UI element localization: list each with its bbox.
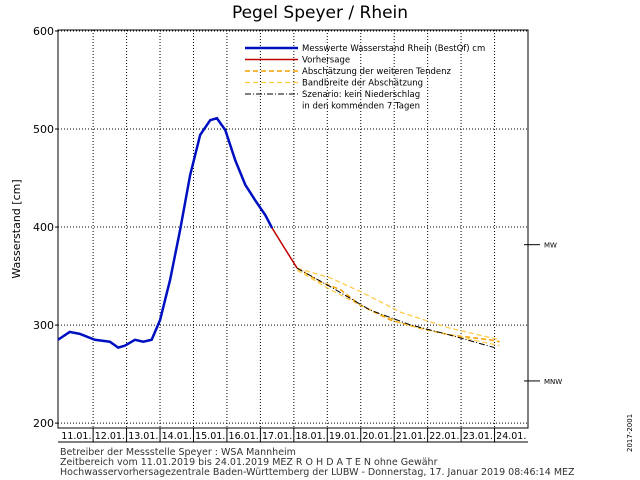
footer-line: Betreiber der Messstelle Speyer : WSA Ma…	[60, 447, 296, 458]
legend-label: in den kommenden 7 Tagen	[302, 102, 420, 112]
x-tick-label: 13.01.	[128, 431, 158, 442]
x-tick-label: 11.01.	[61, 431, 91, 442]
y-tick-label: 200	[33, 417, 54, 430]
side-code: 2017-2001	[626, 414, 634, 452]
chart-title: Pegel Speyer / Rhein	[232, 3, 408, 23]
reference-label: MNW	[544, 378, 562, 386]
series-line	[297, 267, 500, 341]
y-tick-label: 400	[33, 221, 54, 234]
legend-label: Szenario: kein Niederschlag	[302, 90, 420, 100]
x-tick-label: 15.01.	[195, 431, 225, 442]
reference-label: MW	[544, 242, 557, 250]
x-tick-label: 18.01.	[295, 431, 325, 442]
x-tick-label: 12.01.	[95, 431, 125, 442]
x-tick-label: 14.01.	[162, 431, 192, 442]
legend-label: Vorhersage	[302, 56, 350, 66]
legend-label: Messwerte Wasserstand Rhein (BestOf) cm	[302, 44, 485, 54]
legend-label: Bandbreite der Abschätzung	[302, 79, 423, 89]
x-tick-label: 23.01.	[463, 431, 493, 442]
y-tick-label: 300	[33, 319, 54, 332]
legend-label: Abschätzung der weiteren Tendenz	[302, 67, 452, 77]
footer-line: Hochwasservorhersagezentrale Baden-Württ…	[60, 467, 575, 478]
x-tick-label: 19.01.	[329, 431, 359, 442]
y-tick-label: 600	[33, 25, 54, 38]
x-tick-label: 22.01.	[429, 431, 459, 442]
series-line	[271, 227, 298, 269]
x-tick-label: 17.01.	[262, 431, 292, 442]
y-tick-label: 500	[33, 123, 54, 136]
y-axis-label: Wasserstand [cm]	[10, 179, 23, 278]
x-tick-label: 16.01.	[229, 431, 259, 442]
series-line	[296, 269, 500, 347]
x-tick-label: 21.01.	[396, 431, 426, 442]
series-line	[57, 116, 274, 349]
plot-area	[57, 29, 529, 429]
footer-line: Zeitbereich vom 11.01.2019 bis 24.01.201…	[60, 457, 438, 468]
x-tick-label: 20.01.	[362, 431, 392, 442]
x-tick-label: 24.01.	[496, 431, 526, 442]
